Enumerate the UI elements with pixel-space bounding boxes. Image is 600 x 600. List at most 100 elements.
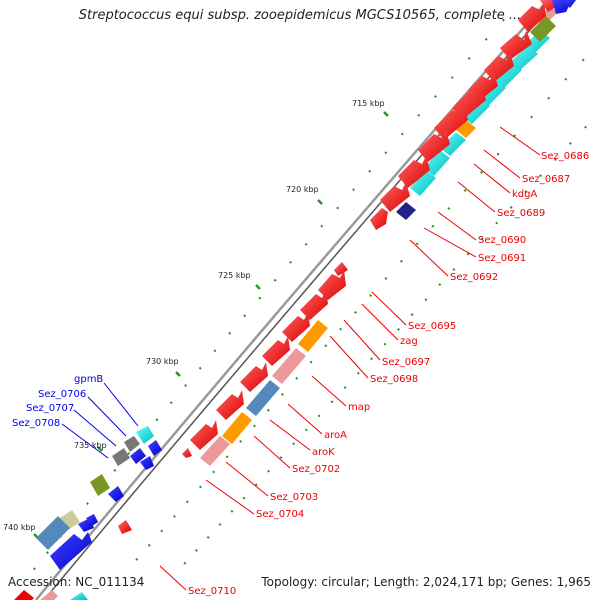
feature-block	[246, 380, 280, 416]
minor-tick	[46, 551, 49, 555]
gene-arrow	[86, 514, 98, 526]
minor-tick	[450, 76, 454, 80]
gene-arrow	[112, 448, 130, 466]
gene-arrow	[182, 448, 192, 458]
feature-block	[510, 46, 538, 70]
minor-tick	[228, 331, 232, 335]
feature-block	[530, 16, 556, 42]
minor-tick	[147, 543, 151, 547]
minor-tick	[324, 344, 328, 348]
gene-arrow	[240, 362, 268, 392]
minor-tick	[383, 342, 387, 346]
minor-tick	[369, 294, 373, 298]
gene-label: Sez_0703	[270, 492, 318, 503]
tick-mark	[383, 111, 389, 117]
minor-tick	[424, 298, 428, 302]
minor-tick	[524, 190, 528, 194]
minor-tick	[433, 95, 437, 98]
gene-arrow	[36, 516, 70, 550]
gene-arrow	[70, 592, 88, 600]
minor-tick	[243, 314, 247, 318]
tick-dots	[32, 18, 587, 571]
minor-tick	[417, 113, 421, 117]
gene-arrow	[108, 486, 124, 502]
minor-tick	[239, 440, 243, 443]
feature-block	[424, 150, 450, 176]
gene-label: Sez_0692	[450, 272, 498, 283]
gene-label: Sez_0710	[188, 586, 236, 597]
minor-tick	[547, 96, 551, 100]
minor-tick	[501, 18, 505, 22]
minor-tick	[480, 237, 484, 241]
gene-arrow	[434, 106, 468, 140]
tick-label: 715 kbp	[352, 99, 385, 108]
gene-label: Sez_0686	[541, 151, 589, 162]
minor-tick	[339, 327, 342, 331]
minor-tick	[252, 424, 256, 428]
gene-arrow	[124, 436, 140, 452]
minor-tick	[343, 386, 347, 390]
minor-tick	[330, 400, 334, 404]
minor-tick	[400, 132, 404, 136]
minor-tick	[352, 188, 356, 192]
minor-tick	[447, 206, 451, 210]
minor-tick	[155, 418, 159, 422]
feature-block	[462, 98, 490, 124]
minor-tick	[160, 529, 164, 533]
tick-label: 725 kbp	[218, 271, 251, 280]
feature-block	[222, 412, 252, 444]
blue-gene-labels: gpmB Sez_0706 Sez_0707 Sez_0708	[12, 374, 103, 429]
minor-tick	[218, 522, 222, 526]
gene-arrow	[50, 532, 92, 570]
gene-arrow	[282, 312, 310, 342]
feature-block	[200, 436, 230, 466]
minor-tick	[368, 169, 372, 173]
gene-arrow	[190, 420, 218, 450]
gene-arrow	[40, 590, 58, 600]
gene-arrow	[262, 336, 290, 366]
minor-tick	[320, 224, 324, 228]
gene-label: Sez_0707	[26, 403, 74, 414]
minor-tick	[169, 401, 173, 405]
minor-tick	[86, 502, 89, 506]
red-gene-labels: Sez_0686 Sez_0687 kdgA Sez_0689 Sez_0690…	[188, 151, 589, 597]
gene-label: Sez_0687	[522, 174, 570, 185]
gene-arrow	[216, 390, 244, 420]
gene-label: map	[348, 402, 370, 413]
minor-tick	[213, 349, 217, 353]
gene-arrow	[500, 30, 532, 60]
minor-tick	[279, 456, 283, 459]
gene-label: Sez_0691	[478, 253, 526, 264]
minor-tick	[309, 360, 313, 364]
minor-tick	[113, 468, 117, 472]
tick-label: 720 kbp	[286, 185, 319, 194]
gene-label: Sez_0690	[478, 235, 526, 246]
gene-arrow	[418, 130, 450, 162]
minor-tick	[198, 485, 202, 489]
tick-mark	[255, 284, 261, 290]
feature-block	[396, 202, 416, 220]
gene-arrow	[140, 456, 154, 470]
gene-arrow	[90, 474, 110, 496]
feature-block	[272, 348, 306, 384]
minor-tick	[496, 152, 500, 156]
gene-label: Sez_0704	[256, 509, 304, 520]
minor-tick	[206, 536, 210, 539]
minor-tick	[266, 408, 270, 412]
gene-arrow	[484, 52, 514, 82]
red-gene-track	[118, 0, 560, 534]
minor-tick	[317, 414, 321, 418]
feature-block	[494, 62, 522, 88]
blue-label-leaders	[61, 382, 139, 459]
minor-tick	[452, 267, 456, 271]
minor-tick	[509, 205, 513, 209]
gene-label: Sez_0697	[382, 357, 430, 368]
minor-tick	[258, 296, 262, 300]
feature-block	[440, 132, 466, 156]
gene-label: Sez_0706	[38, 389, 86, 400]
minor-tick	[230, 509, 234, 513]
tick-label: 730 kbp	[146, 357, 179, 366]
minor-tick	[399, 259, 403, 263]
minor-tick	[384, 151, 388, 155]
